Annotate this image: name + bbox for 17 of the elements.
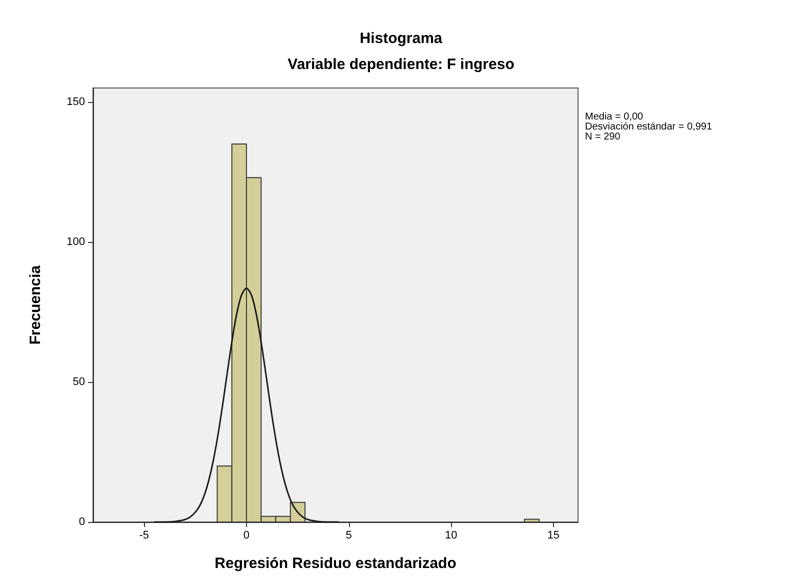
text: Desviación estándar = 0,991 xyxy=(585,122,712,132)
y-axis-title: Frecuencia xyxy=(27,264,44,345)
x-axis-title: Regresión Residuo estandarizado xyxy=(214,555,456,572)
text: N = 290 xyxy=(585,132,621,142)
x-tick-label: 10 xyxy=(444,530,458,542)
y-tick-label: 150 xyxy=(66,96,85,108)
x-tick-label: 15 xyxy=(547,530,560,542)
chart-title: Histograma xyxy=(360,30,443,47)
x-tick-label: 0 xyxy=(243,530,250,542)
y-tick-label: 50 xyxy=(72,376,85,388)
text: Media = 0,00 xyxy=(585,112,644,122)
chart-subtitle: Variable dependiente: F ingreso xyxy=(288,56,514,73)
y-tick-label: 0 xyxy=(78,516,85,528)
line-series xyxy=(154,287,340,523)
y-tick-label: 100 xyxy=(66,236,85,248)
x-tick-label: 5 xyxy=(346,530,352,542)
x-tick-label: -5 xyxy=(139,530,150,542)
